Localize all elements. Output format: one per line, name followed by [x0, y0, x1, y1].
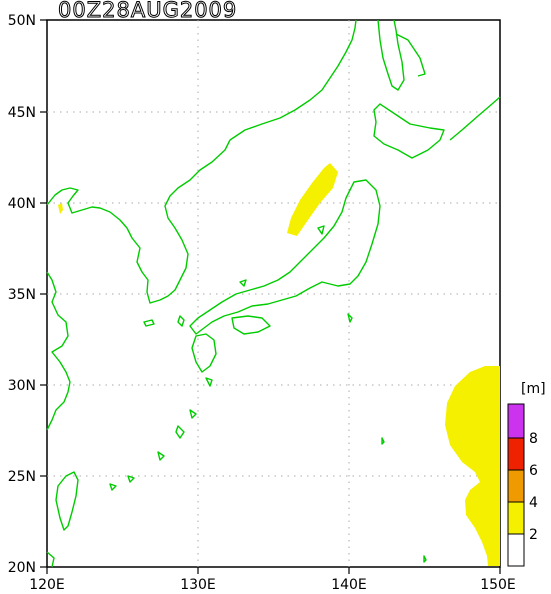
coast-china-east [46, 271, 71, 431]
coast-kurils [449, 96, 501, 141]
coast-ryukyu-1 [205, 377, 213, 387]
legend-label-4: 4 [529, 495, 538, 511]
lon-label-150e: 150E [480, 577, 516, 593]
coast-ryukyu-3 [175, 425, 185, 439]
coast-ryukyu-5 [127, 475, 135, 483]
latitude-labels: 50N 45N 40N 35N 30N 25N 20N [8, 13, 36, 576]
coast-izu-3 [423, 555, 427, 563]
legend-label-8: 8 [529, 431, 538, 447]
sea-of-japan-wave-area [287, 163, 338, 236]
legend-swatch-4 [507, 403, 525, 439]
coast-ryukyu-2 [189, 409, 197, 419]
coastlines [46, 19, 501, 568]
coast-hokkaido [373, 103, 445, 159]
legend-swatch-1 [507, 501, 525, 535]
legend-swatch-0 [507, 533, 525, 567]
lat-label-50n: 50N [8, 13, 36, 29]
coast-kyushu [191, 333, 217, 373]
lat-label-20n: 20N [8, 560, 36, 576]
coast-sakhalin [377, 19, 405, 91]
lon-label-130e: 130E [180, 577, 216, 593]
map-title: 00Z28AUG2009 [57, 0, 238, 23]
lat-label-45n: 45N [8, 105, 36, 121]
legend-unit: [m] [521, 381, 546, 397]
coast-ryukyu-6 [109, 483, 117, 491]
color-legend: [m] 2 4 6 8 [507, 381, 546, 567]
pacific-east-wave-area [445, 366, 500, 566]
coast-korea [126, 139, 231, 304]
axis-ticks [40, 19, 501, 574]
coast-jeju [143, 319, 155, 327]
legend-swatch-3 [507, 437, 525, 471]
legend-swatch-2 [507, 469, 525, 503]
coast-mainland-north [46, 187, 128, 229]
coast-shikoku [231, 315, 271, 335]
legend-label-6: 6 [529, 463, 538, 479]
lat-label-40n: 40N [8, 196, 36, 212]
coast-sakhalin-east [395, 33, 426, 77]
coast-primorye [229, 19, 357, 141]
coast-izu-2 [381, 437, 385, 445]
lat-label-30n: 30N [8, 378, 36, 394]
legend-label-2: 2 [529, 527, 538, 543]
lon-label-120e: 120E [29, 577, 65, 593]
coast-taiwan [55, 471, 79, 531]
coast-ryukyu-4 [157, 451, 165, 461]
graticule [47, 20, 500, 567]
coast-izu-1 [347, 313, 353, 323]
bohai-wave-spot [58, 203, 63, 214]
coast-honshu [189, 179, 381, 335]
coast-tsushima [177, 315, 185, 327]
lat-label-35n: 35N [8, 287, 36, 303]
coast-sado [317, 225, 325, 235]
longitude-labels: 120E 130E 140E 150E [29, 577, 516, 593]
lon-label-140e: 140E [331, 577, 367, 593]
lat-label-25n: 25N [8, 469, 36, 485]
wave-height-shading [58, 163, 500, 566]
coast-luzon [46, 551, 55, 568]
coast-oki [239, 279, 247, 287]
